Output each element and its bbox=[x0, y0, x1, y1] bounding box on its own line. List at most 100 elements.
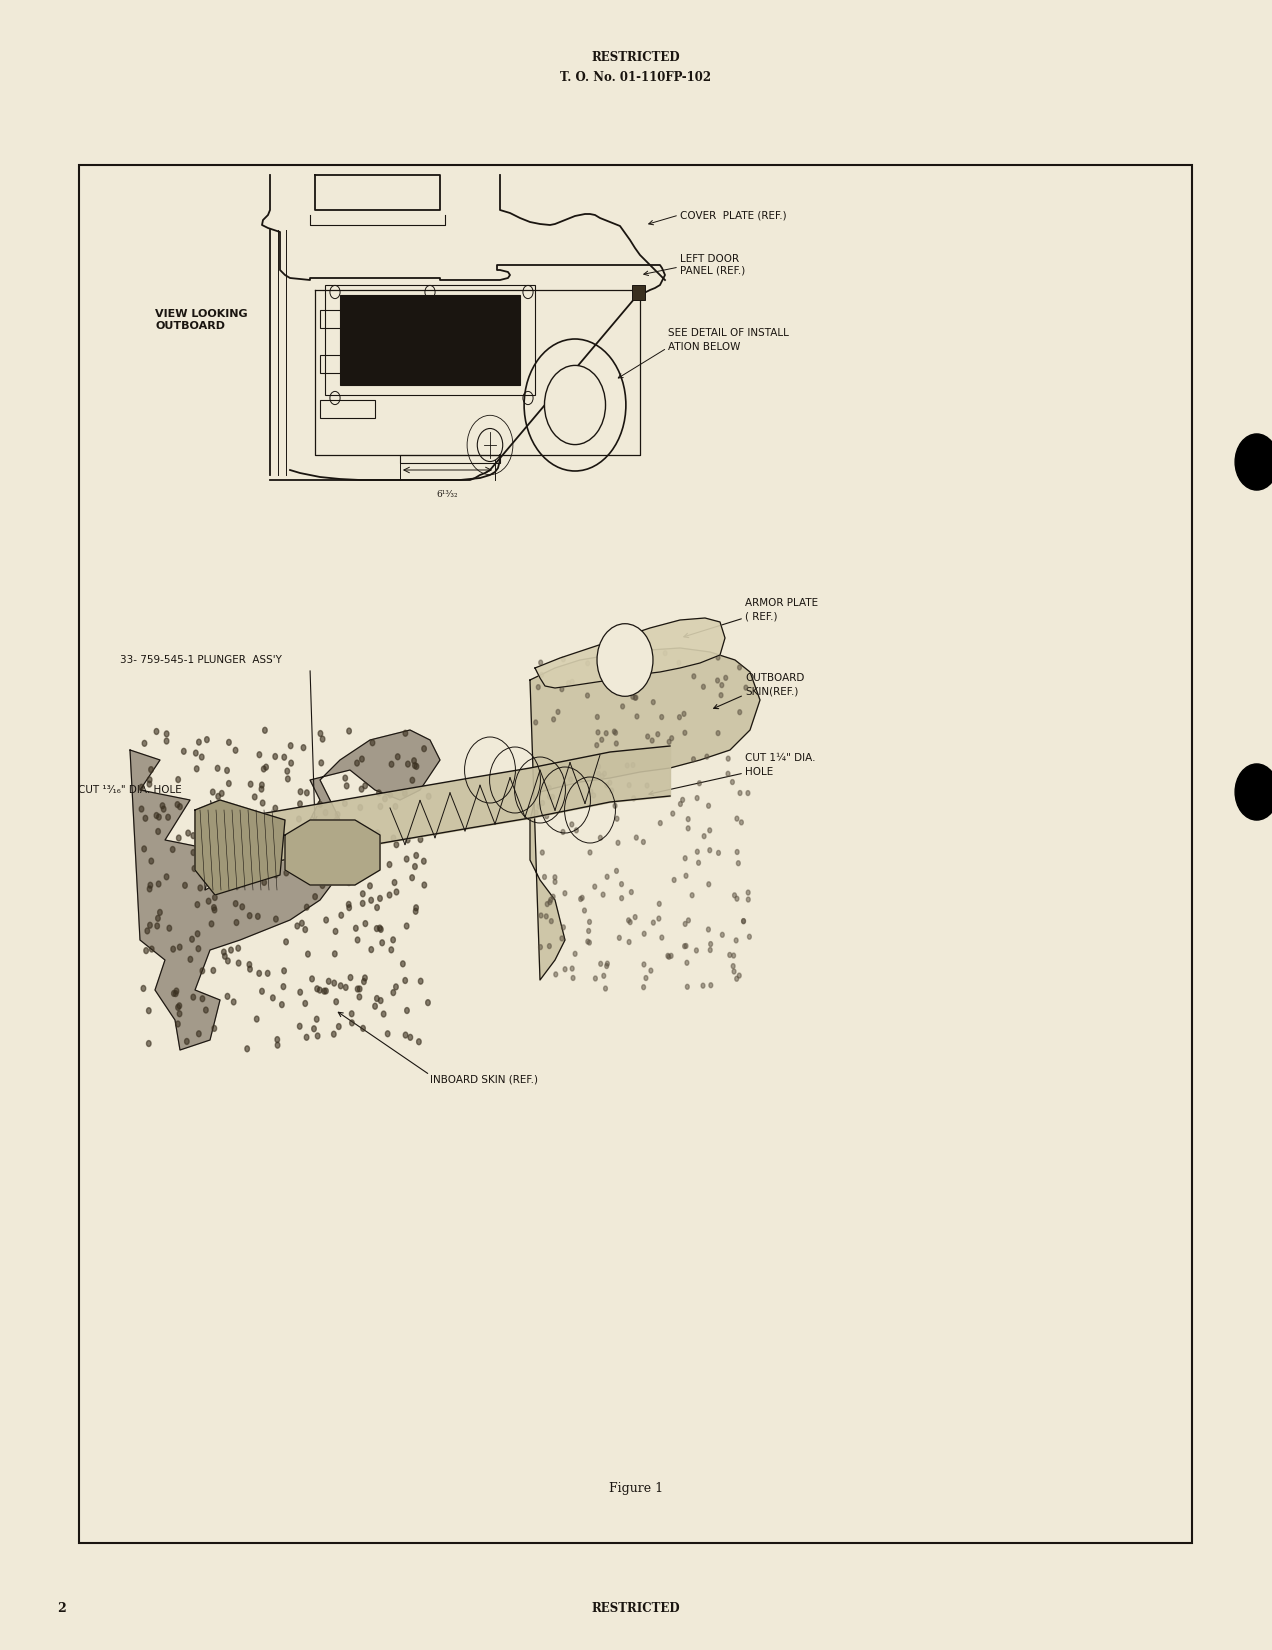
Circle shape bbox=[205, 736, 209, 742]
Circle shape bbox=[141, 985, 146, 992]
Circle shape bbox=[410, 874, 415, 881]
Circle shape bbox=[176, 1021, 181, 1026]
Bar bbox=[321, 310, 375, 328]
Circle shape bbox=[193, 751, 198, 756]
Circle shape bbox=[586, 929, 590, 934]
Circle shape bbox=[335, 865, 340, 871]
Circle shape bbox=[668, 739, 672, 744]
Circle shape bbox=[363, 782, 368, 789]
Circle shape bbox=[370, 842, 374, 846]
Circle shape bbox=[375, 904, 379, 911]
Circle shape bbox=[156, 881, 162, 888]
Circle shape bbox=[282, 754, 286, 761]
Circle shape bbox=[270, 837, 275, 843]
Circle shape bbox=[220, 881, 224, 888]
Circle shape bbox=[392, 835, 396, 842]
Circle shape bbox=[412, 757, 416, 764]
Circle shape bbox=[626, 762, 630, 767]
Circle shape bbox=[660, 714, 664, 719]
Circle shape bbox=[692, 757, 696, 762]
Bar bbox=[321, 355, 375, 373]
Circle shape bbox=[361, 978, 366, 985]
Circle shape bbox=[289, 761, 294, 766]
Circle shape bbox=[597, 729, 600, 734]
Circle shape bbox=[630, 889, 633, 894]
Circle shape bbox=[677, 660, 681, 665]
Circle shape bbox=[579, 896, 583, 901]
Circle shape bbox=[240, 904, 244, 909]
Circle shape bbox=[144, 815, 148, 822]
Circle shape bbox=[323, 810, 328, 815]
Circle shape bbox=[361, 1025, 365, 1031]
Circle shape bbox=[190, 936, 195, 942]
Circle shape bbox=[602, 893, 605, 898]
Circle shape bbox=[553, 874, 557, 879]
Circle shape bbox=[263, 764, 268, 771]
Circle shape bbox=[720, 932, 724, 937]
Circle shape bbox=[212, 1025, 216, 1031]
Circle shape bbox=[720, 683, 724, 688]
Circle shape bbox=[188, 957, 192, 962]
Circle shape bbox=[387, 893, 392, 898]
Circle shape bbox=[724, 675, 728, 680]
Circle shape bbox=[669, 954, 673, 959]
Circle shape bbox=[354, 861, 357, 868]
Circle shape bbox=[548, 899, 552, 904]
Circle shape bbox=[633, 695, 637, 700]
Circle shape bbox=[165, 815, 170, 820]
Circle shape bbox=[382, 1011, 385, 1016]
Circle shape bbox=[273, 916, 279, 922]
Circle shape bbox=[616, 817, 619, 822]
Circle shape bbox=[735, 817, 739, 822]
Circle shape bbox=[583, 908, 586, 912]
Circle shape bbox=[354, 926, 359, 931]
Circle shape bbox=[232, 807, 235, 812]
Circle shape bbox=[142, 846, 146, 851]
Circle shape bbox=[177, 835, 181, 842]
Circle shape bbox=[332, 950, 337, 957]
Circle shape bbox=[658, 901, 661, 906]
Circle shape bbox=[628, 919, 632, 924]
Text: COVER  PLATE (REF.): COVER PLATE (REF.) bbox=[681, 210, 786, 219]
Circle shape bbox=[304, 904, 309, 911]
Circle shape bbox=[310, 975, 314, 982]
Circle shape bbox=[642, 962, 646, 967]
Circle shape bbox=[563, 967, 567, 972]
Bar bbox=[399, 455, 500, 464]
Circle shape bbox=[388, 792, 393, 799]
Circle shape bbox=[575, 828, 579, 833]
Circle shape bbox=[290, 845, 294, 851]
Circle shape bbox=[158, 909, 163, 916]
Circle shape bbox=[303, 927, 308, 932]
Circle shape bbox=[215, 878, 219, 884]
Circle shape bbox=[738, 790, 742, 795]
Circle shape bbox=[156, 828, 160, 835]
Circle shape bbox=[148, 922, 153, 929]
Circle shape bbox=[716, 678, 720, 683]
Circle shape bbox=[684, 873, 688, 878]
Circle shape bbox=[387, 861, 392, 868]
Polygon shape bbox=[195, 800, 285, 894]
Text: 2: 2 bbox=[57, 1602, 66, 1615]
Circle shape bbox=[406, 837, 410, 843]
Circle shape bbox=[539, 912, 543, 917]
Bar bbox=[321, 399, 375, 417]
Circle shape bbox=[604, 731, 608, 736]
Circle shape bbox=[426, 794, 431, 799]
Circle shape bbox=[183, 883, 187, 888]
Circle shape bbox=[570, 967, 574, 972]
Circle shape bbox=[735, 896, 739, 901]
Circle shape bbox=[170, 846, 176, 853]
Circle shape bbox=[687, 817, 691, 822]
Circle shape bbox=[403, 731, 407, 736]
Circle shape bbox=[593, 884, 597, 889]
Circle shape bbox=[415, 764, 418, 769]
Circle shape bbox=[683, 856, 687, 861]
Circle shape bbox=[295, 922, 300, 929]
Circle shape bbox=[683, 731, 687, 736]
Text: CUT 1¼" DIA.
HOLE: CUT 1¼" DIA. HOLE bbox=[745, 754, 815, 777]
Circle shape bbox=[235, 883, 239, 889]
Circle shape bbox=[604, 964, 608, 969]
Circle shape bbox=[686, 960, 689, 965]
Circle shape bbox=[355, 820, 360, 827]
